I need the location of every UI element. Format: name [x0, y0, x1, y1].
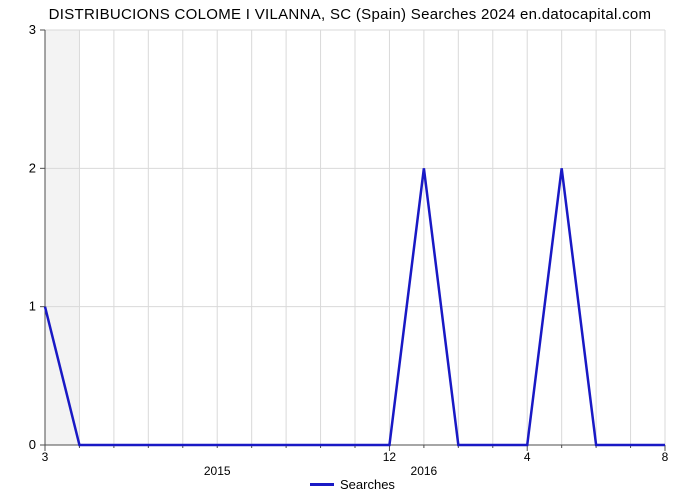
svg-text:8: 8 [662, 450, 669, 464]
svg-text:0: 0 [29, 437, 36, 452]
legend: Searches [310, 477, 395, 492]
svg-text:3: 3 [29, 22, 36, 37]
svg-text:2016: 2016 [411, 464, 438, 478]
legend-label: Searches [340, 477, 395, 492]
svg-text:2015: 2015 [204, 464, 231, 478]
chart-container: DISTRIBUCIONS COLOME I VILANNA, SC (Spai… [0, 0, 700, 500]
svg-text:3: 3 [42, 450, 49, 464]
svg-text:2: 2 [29, 160, 36, 175]
svg-text:4: 4 [524, 450, 531, 464]
legend-swatch [310, 483, 334, 486]
svg-text:1: 1 [29, 299, 36, 314]
svg-text:12: 12 [383, 450, 397, 464]
chart-plot: 01233124820152016 [0, 0, 700, 500]
